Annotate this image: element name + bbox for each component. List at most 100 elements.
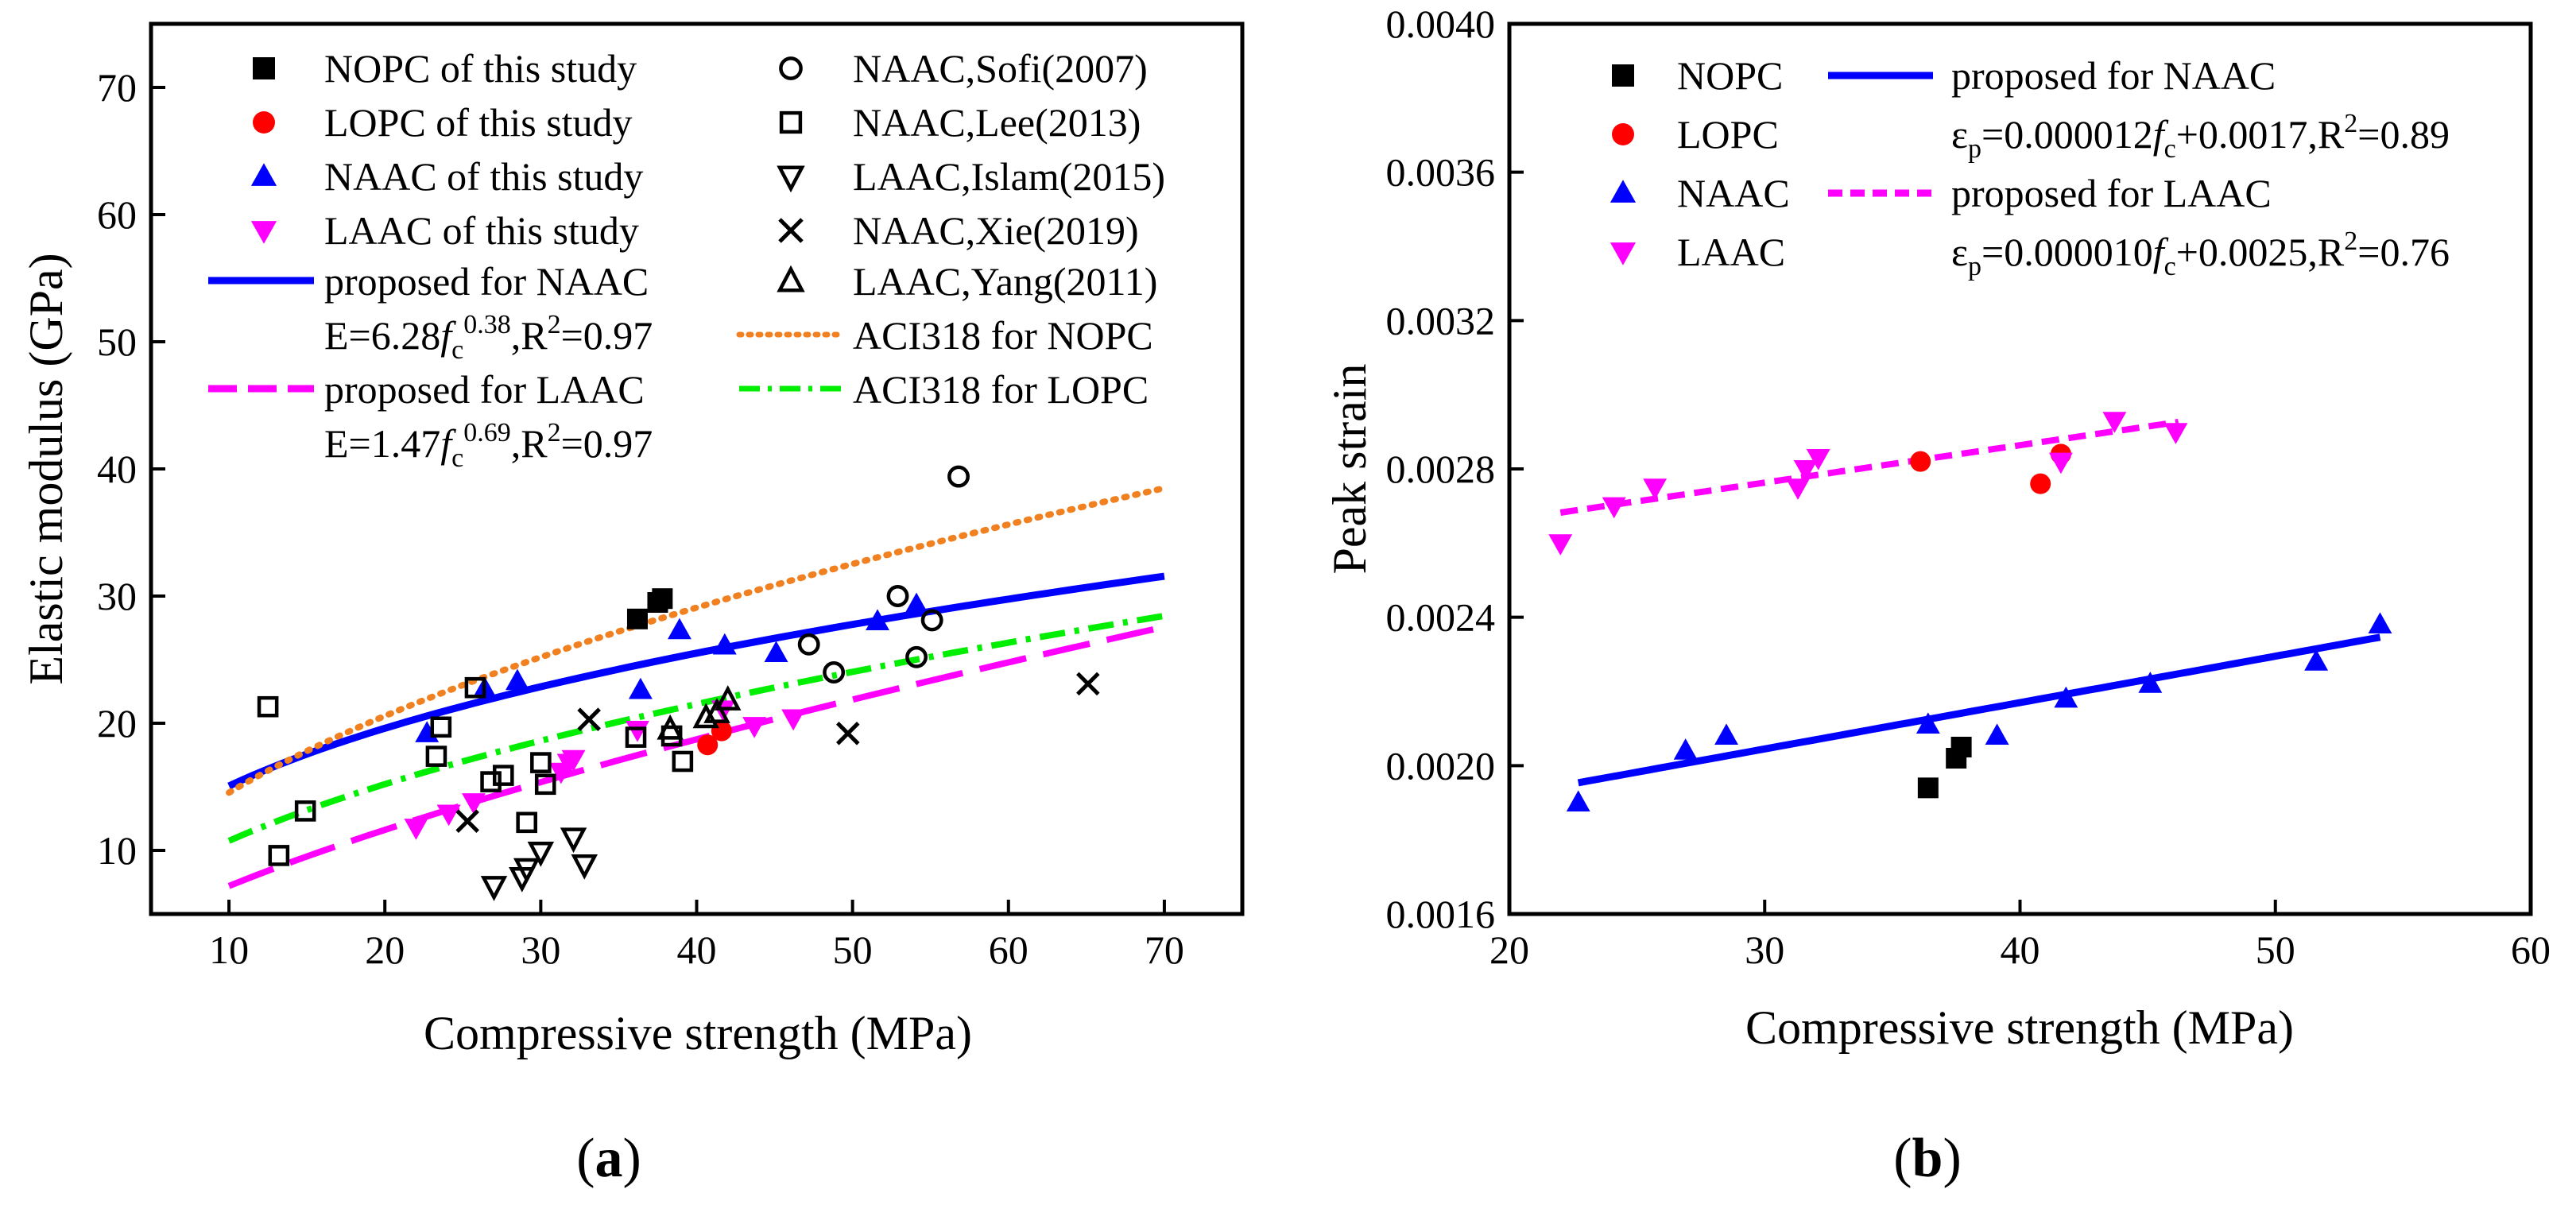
a-laac-point	[561, 749, 586, 772]
a-laac-point	[742, 717, 767, 738]
a-panel-label: (a)	[576, 1128, 641, 1189]
a-naac-point	[866, 609, 889, 631]
a-legend-naac: NAAC of this study	[324, 154, 643, 199]
b-laac-point	[1793, 459, 1818, 482]
b-x-tick-label: 40	[2001, 927, 2040, 972]
b-legend-marker-laac	[1610, 242, 1637, 265]
b-eq-naac: εp=0.000012fc+0.0017,R2=0.89	[1951, 109, 2450, 164]
a-x-tick-label: 30	[521, 927, 560, 972]
a-lee-point	[492, 765, 514, 786]
a-legend-aci-lopc: ACI318 for LOPC	[853, 367, 1149, 412]
a-legend-marker-xie	[778, 218, 804, 243]
a-axis-ticks: 10 20 30 40 50 60 70 10 20 30 40 50 60 70	[97, 65, 1184, 972]
b-naac-point	[2138, 672, 2163, 693]
panel-a: 10 20 30 40 50 60 70 10 20 30 40 50 60 70 Compressive…	[20, 21, 1245, 1189]
a-lee-point	[425, 745, 447, 767]
a-sofi-point	[905, 645, 928, 668]
a-islam-point	[560, 827, 587, 854]
a-fit_laac-curve	[227, 623, 1165, 889]
a-laac-point	[404, 819, 428, 840]
b-data-points	[1548, 412, 2392, 812]
a-lopc-point	[697, 734, 719, 756]
b-y-axis-label: Peak strain	[1323, 364, 1376, 575]
a-naac-point	[628, 677, 653, 699]
a-legend-marker-lopc	[253, 111, 275, 134]
a-y-tick-label: 20	[97, 701, 137, 745]
b-y-tick-label: 0.0036	[1386, 150, 1496, 195]
b-fit_naac-curve	[1577, 633, 2381, 787]
a-y-tick-label: 10	[97, 828, 137, 873]
a-lee-point	[672, 750, 694, 773]
a-nopc-point	[626, 608, 648, 629]
b-naac-point	[1714, 723, 1739, 745]
a-aci_lopc-curve	[227, 612, 1165, 844]
b-x-tick-label: 60	[2511, 927, 2551, 972]
a-data-points	[257, 465, 1100, 901]
a-legend-aci-nopc: ACI318 for NOPC	[853, 313, 1153, 358]
b-fit-lines	[1559, 418, 2381, 787]
a-laac-point	[436, 804, 461, 827]
a-naac-point	[415, 721, 440, 742]
b-laac-point	[2048, 452, 2073, 474]
a-fit-lines	[226, 485, 1168, 889]
b-plot-frame	[1507, 21, 2533, 916]
a-yang-point	[692, 703, 719, 729]
a-islam-point	[480, 876, 508, 901]
b-laac-point	[1602, 497, 1626, 519]
a-lee-point	[268, 845, 290, 866]
a-lee-point	[516, 811, 538, 834]
b-panel-label: (b)	[1893, 1128, 1962, 1189]
b-y-tick-label: 0.0028	[1386, 447, 1496, 491]
a-legend-marker-yang	[777, 265, 805, 292]
a-y-axis-label: Elastic modulus (GPa)	[20, 253, 72, 684]
b-legend-fit-naac: proposed for NAAC	[1951, 53, 2276, 98]
a-lee-point	[534, 773, 556, 796]
a-naac-point	[667, 618, 691, 640]
b-nopc-point	[1917, 777, 1939, 799]
b-naac-point	[2054, 686, 2078, 708]
b-x-axis-label: Compressive strength (MPa)	[1745, 1001, 2294, 1054]
a-naac-point	[712, 633, 737, 655]
b-x-tick-label: 50	[2256, 927, 2295, 972]
a-eq-naac: E=6.28fc0.38,R2=0.97	[324, 310, 653, 365]
a-x-axis-label: Compressive strength (MPa)	[424, 1007, 972, 1059]
a-legend-yang: LAAC,Yang(2011)	[853, 259, 1157, 304]
a-sofi-point	[920, 609, 943, 632]
a-y-tick-label: 50	[97, 319, 137, 364]
a-sofi-point	[797, 633, 820, 656]
b-naac-point	[1673, 738, 1698, 760]
b-laac-point	[1548, 534, 1573, 556]
a-legend-marker-lee	[779, 110, 803, 134]
b-legend-nopc: NOPC	[1677, 53, 1783, 98]
a-xie-point	[1076, 672, 1100, 696]
a-laac-point	[462, 793, 486, 815]
a-yang-point	[715, 685, 742, 711]
a-sofi-point	[823, 661, 846, 684]
b-naac-point	[2368, 612, 2392, 634]
b-naac-point	[1985, 723, 2009, 745]
b-legend-lopc: LOPC	[1677, 112, 1779, 157]
a-nopc-point	[652, 588, 673, 610]
a-legend-lopc: LOPC of this study	[324, 100, 633, 145]
a-legend-islam: LAAC,Islam(2015)	[853, 154, 1165, 199]
b-laac-point	[1786, 478, 1810, 500]
a-islam-point	[513, 858, 540, 884]
b-legend-markers	[1610, 64, 1637, 265]
a-x-tick-label: 60	[989, 927, 1028, 972]
a-legend: NOPC of this study LOPC of this study NA…	[208, 46, 1165, 473]
a-legend-xie: NAAC,Xie(2019)	[853, 208, 1139, 253]
a-lee-point	[257, 695, 279, 718]
a-legend-fit-laac: proposed for LAAC	[324, 367, 645, 412]
a-lee-point	[294, 800, 316, 822]
b-y-tick-label: 0.0040	[1386, 2, 1496, 46]
a-x-tick-label: 50	[833, 927, 873, 972]
a-islam-point	[571, 854, 598, 880]
a-fit_naac-curve	[227, 572, 1165, 790]
a-y-tick-label: 40	[97, 447, 137, 491]
a-xie-point	[835, 722, 860, 745]
b-laac-point	[1643, 478, 1668, 500]
b-fit_laac-curve	[1559, 418, 2179, 516]
b-y-tick-label: 0.0020	[1386, 743, 1496, 788]
b-x-tick-label: 20	[1489, 927, 1529, 972]
